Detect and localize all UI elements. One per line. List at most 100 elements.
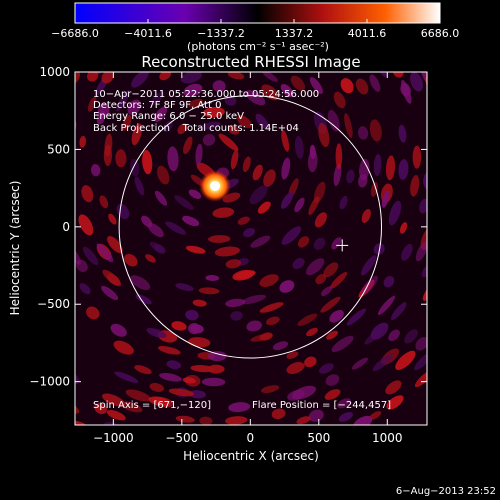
pattern-blob [0,295,8,318]
pattern-blob [457,54,473,71]
pattern-blob [476,230,490,245]
pattern-blob [250,235,271,248]
pattern-blob [113,340,135,355]
pattern-blob [463,170,474,186]
chart-title: Reconstructed RHESSI Image [141,53,360,71]
pattern-blob [319,363,334,374]
pattern-blob [188,322,201,335]
pattern-blob [225,298,246,308]
pattern-blob [445,183,460,207]
pattern-blob [281,130,290,152]
pattern-blob [157,165,170,185]
pattern-blob [257,201,271,214]
pattern-blob [414,370,427,388]
pattern-blob [27,113,38,130]
pattern-blob [436,284,453,302]
pattern-blob [309,77,323,94]
colorbar-tick-label: 1337.2 [275,27,314,40]
pattern-blob [491,3,500,26]
pattern-blob [49,79,63,100]
pattern-blob [329,309,344,323]
spin-axis-marker [336,239,349,252]
pattern-blob [245,90,266,106]
pattern-blob [75,245,82,265]
pattern-blob [75,420,92,425]
pattern-blob [386,395,404,410]
pattern-blob [306,327,318,337]
x-tick-label: −1000 [93,431,134,445]
pattern-blob [154,190,168,206]
pattern-blob [446,109,461,135]
pattern-blob [129,275,151,290]
pattern-blob [470,317,493,343]
pattern-blob [28,230,40,246]
pattern-blob [188,189,202,199]
pattern-blob [478,156,485,171]
pattern-blob [266,316,280,326]
pattern-blob [257,462,284,476]
pattern-blob [201,377,226,387]
pattern-blob [92,38,108,54]
pattern-blob [242,156,251,173]
pattern-blob [249,185,268,205]
pattern-blob [230,149,239,170]
pattern-blob [460,59,473,78]
pattern-blob [415,336,427,351]
pattern-blob [189,390,206,399]
pattern-blob [369,51,387,72]
pattern-blob [125,389,151,402]
pattern-blob [120,401,143,413]
pattern-blob [460,188,471,210]
pattern-blob [224,95,237,106]
y-tick-label: 500 [47,142,70,156]
pattern-blob [280,83,294,98]
pattern-blob [412,145,422,169]
pattern-blob [333,163,342,187]
pattern-blob [205,274,220,282]
pattern-blob [51,247,66,266]
pattern-blob [163,120,173,133]
pattern-blob [127,99,141,116]
pattern-blob [174,467,199,476]
pattern-blob [22,404,39,420]
pattern-blob [203,106,225,118]
pattern-blob [96,243,114,263]
pattern-blob [192,299,207,307]
pattern-blob [388,329,400,342]
pattern-blob [346,169,355,184]
pattern-blob [149,241,165,253]
pattern-blob [194,0,210,2]
pattern-blob [79,283,91,295]
pattern-blob [459,342,476,359]
x-tick-label: 1000 [372,431,403,445]
pattern-blob [331,335,354,352]
colorbar-tick-label: −1337.2 [197,27,245,40]
pattern-blob [370,181,378,197]
pattern-blob [494,5,500,24]
pattern-blob [381,190,390,208]
pattern-blob [237,216,250,225]
pattern-blob [39,173,51,197]
pattern-blob [0,360,15,385]
pattern-blob [82,246,99,266]
pattern-blob [391,302,407,320]
plot-frame [74,71,428,426]
pattern-blob [72,41,87,57]
pattern-blob [259,332,273,341]
pattern-blob [456,205,468,226]
pattern-blob [385,380,402,395]
pattern-blob [421,265,427,278]
pattern-blob [24,166,37,179]
pattern-blob [19,0,41,19]
pattern-blob [462,262,476,282]
pattern-blob [263,169,276,187]
pattern-blob [287,389,305,401]
pattern-blob [87,96,97,112]
pattern-blob [78,214,94,236]
pattern-blob [422,285,427,301]
pattern-blob [94,403,107,415]
pattern-blob [353,415,373,425]
pattern-blob [259,302,284,313]
pattern-blob [360,255,377,276]
pattern-blob [404,329,418,344]
